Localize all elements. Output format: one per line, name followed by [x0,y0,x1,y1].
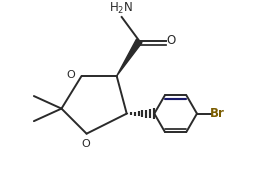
Text: O: O [81,139,90,149]
Polygon shape [117,39,142,76]
Text: O: O [67,70,75,80]
Text: H$_2$N: H$_2$N [109,1,133,16]
Text: Br: Br [210,107,225,120]
Text: O: O [166,34,176,47]
